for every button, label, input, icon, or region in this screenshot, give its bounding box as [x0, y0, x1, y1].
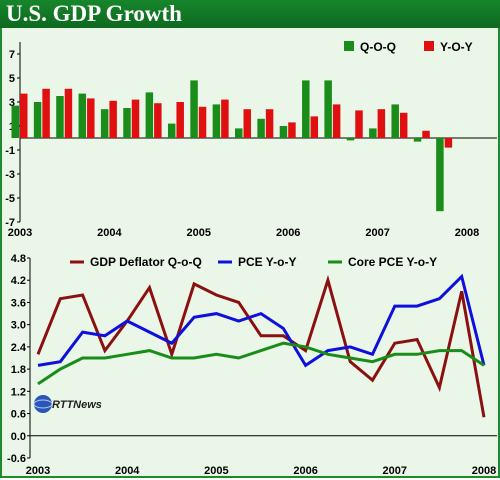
bar-x-tick-label: 2005: [187, 227, 211, 239]
line-y-tick-label: -0.6: [7, 453, 26, 465]
bar-legend-label: Q-O-Q: [360, 40, 396, 54]
bar-y-tick-label: -5: [5, 193, 15, 205]
bar-q-o-q-bar: [100, 109, 109, 138]
rttnews-logo: RTTNews: [33, 395, 102, 413]
bar-y-o-y-bar: [377, 109, 386, 138]
line-y-tick-label: 2.4: [11, 342, 27, 354]
bar-q-o-q-bar: [11, 105, 19, 138]
bar-q-o-q-bar: [56, 96, 64, 138]
line-x-tick-label: 2003: [26, 465, 50, 477]
bar-y-o-y-bar: [176, 102, 184, 138]
bar-y-tick-label: 3: [9, 97, 15, 109]
bar-y-o-y-bar: [221, 99, 229, 138]
bar-q-o-q-bar: [413, 138, 422, 142]
bar-y-tick-label: -3: [5, 169, 15, 181]
line-y-tick-label: 3.0: [11, 320, 26, 332]
bar-x-tick-label: 2003: [8, 227, 32, 239]
bar-q-o-q-bar: [436, 138, 444, 212]
line-legend-label: Core PCE Y-o-Y: [348, 255, 437, 269]
bar-q-o-q-bar: [257, 118, 265, 138]
line-x-tick-label: 2008: [472, 465, 496, 477]
bar-q-o-q-bar: [145, 92, 154, 138]
line-x-tick-label: 2004: [115, 465, 140, 477]
line-y-tick-label: 1.8: [11, 364, 26, 376]
line-x-tick-label: 2006: [293, 465, 317, 477]
bar-y-o-y-bar: [422, 130, 430, 138]
line-y-tick-label: 4.2: [11, 275, 26, 287]
bar-y-tick-label: -7: [5, 217, 15, 229]
bar-y-tick-label: -1: [5, 145, 15, 157]
line-x-tick-label: 2005: [204, 465, 228, 477]
bar-q-o-q-bar: [369, 128, 377, 138]
bar-y-o-y-bar: [265, 109, 274, 138]
bar-y-o-y-bar: [131, 99, 140, 138]
line-y-tick-label: 1.2: [11, 386, 26, 398]
bar-y-tick-label: 5: [9, 73, 15, 85]
bar-y-o-y-bar: [399, 112, 408, 138]
bar-q-o-q-bar: [33, 102, 42, 138]
logo-text: RTTNews: [52, 399, 102, 411]
bar-x-tick-label: 2008: [455, 227, 479, 239]
header-bar: U.S. GDP Growth: [0, 0, 500, 28]
bar-q-o-q-bar: [212, 104, 221, 138]
line-y-tick-label: 3.6: [11, 297, 26, 309]
line-y-tick-label: 0.0: [11, 431, 26, 443]
line-y-tick-label: 0.6: [11, 409, 26, 421]
bar-y-o-y-bar: [243, 109, 251, 138]
bar-y-o-y-bar: [64, 88, 73, 138]
bar-q-o-q-bar: [78, 93, 87, 138]
bar-y-o-y-bar: [198, 106, 207, 138]
bar-y-tick-label: 7: [9, 49, 15, 61]
bar-legend-label: Y-O-Y: [440, 40, 473, 54]
line-y-tick-label: 4.8: [11, 253, 26, 265]
bar-q-o-q-bar: [346, 138, 355, 141]
bar-legend-swatch: [344, 41, 354, 51]
bar-x-tick-label: 2007: [365, 227, 389, 239]
bar-y-o-y-bar: [444, 138, 453, 148]
bar-legend-swatch: [424, 41, 434, 51]
series-gdp-deflator-q-o-q-line: [36, 274, 486, 418]
bar-chart: 7531-1-3-5-7200320042005200620072008Q-O-…: [5, 40, 497, 239]
line-legend-label: GDP Deflator Q-o-Q: [90, 255, 202, 269]
line-legend-label: PCE Y-o-Y: [238, 255, 296, 269]
line-x-tick-label: 2007: [383, 465, 407, 477]
bar-y-o-y-bar: [20, 93, 28, 138]
bar-y-o-y-bar: [288, 122, 296, 138]
bar-y-o-y-bar: [87, 98, 95, 138]
bar-q-o-q-bar: [302, 80, 310, 138]
chart-title: U.S. GDP Growth: [6, 1, 182, 26]
globe-ring: [33, 399, 53, 409]
bar-q-o-q-bar: [279, 126, 288, 138]
bar-q-o-q-bar: [167, 123, 176, 138]
bar-x-tick-label: 2004: [97, 227, 122, 239]
bar-q-o-q-bar: [324, 80, 332, 138]
bar-y-o-y-bar: [42, 88, 50, 138]
bar-q-o-q-bar: [235, 128, 243, 138]
bar-y-o-y-bar: [310, 116, 319, 138]
series-pce-y-o-y-line: [37, 273, 486, 368]
bar-y-o-y-bar: [332, 104, 341, 138]
bar-y-o-y-bar: [355, 110, 363, 138]
bar-x-tick-label: 2006: [276, 227, 300, 239]
globe-icon: [34, 395, 52, 413]
series-core-pce-y-o-y-line: [37, 341, 485, 386]
bar-y-o-y-bar: [109, 100, 117, 138]
bar-q-o-q-bar: [123, 108, 131, 138]
bar-q-o-q-bar: [391, 104, 399, 138]
bar-q-o-q-bar: [190, 80, 198, 138]
bar-y-o-y-bar: [154, 103, 162, 138]
